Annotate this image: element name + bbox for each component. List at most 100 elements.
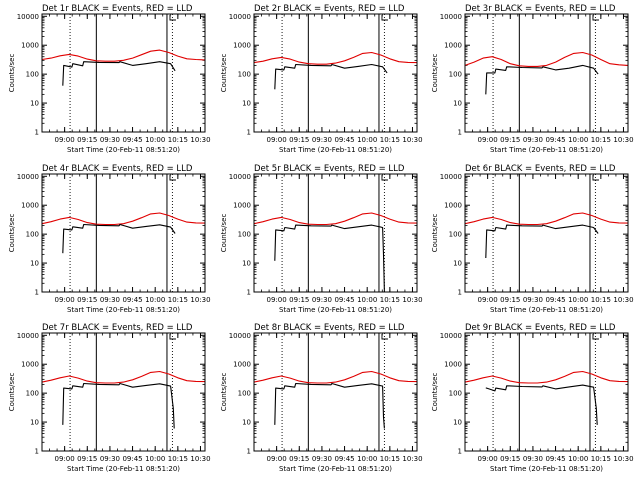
interval-bracket	[169, 15, 176, 21]
x-tick-label: 09:15	[500, 455, 520, 463]
x-tick-label: 10:15	[380, 296, 400, 304]
interval-bracket	[592, 175, 599, 181]
y-tick-label: 10	[453, 100, 462, 108]
x-tick-label: 09:15	[77, 455, 97, 463]
y-axis-label: Counts/sec	[220, 373, 228, 412]
y-axis-label: Counts/sec	[431, 214, 439, 253]
interval-bracket	[381, 334, 388, 340]
y-tick-label: 100	[238, 390, 251, 398]
x-axis-label: Start Time (20-Feb-11 08:51:20)	[490, 146, 603, 154]
x-tick-label: 09:30	[312, 455, 332, 463]
y-tick-label: 100	[26, 390, 39, 398]
series-line-events	[62, 61, 176, 86]
y-tick-label: 1000	[233, 42, 251, 50]
y-tick-label: 10	[453, 260, 462, 268]
y-tick-label: 10	[30, 260, 39, 268]
series-line-lld	[464, 370, 629, 384]
panel-3: Det 3r BLACK = Events, RED = LLD Counts/s…	[431, 4, 634, 154]
panel-title: Det 5r BLACK = Events, RED = LLD	[254, 164, 405, 174]
x-tick-label: 10:00	[357, 296, 377, 304]
x-tick-label: 10:30	[190, 296, 210, 304]
interval-bracket	[381, 175, 388, 181]
y-axis-label: Counts/sec	[431, 54, 439, 93]
panel-title: Det 8r BLACK = Events, RED = LLD	[254, 323, 405, 333]
x-tick-label: 09:00	[267, 136, 287, 144]
x-tick-label: 10:15	[591, 136, 611, 144]
y-tick-label: 10000	[229, 173, 251, 181]
series-line-events	[62, 223, 176, 254]
y-axis-label: Counts/sec	[8, 373, 16, 412]
x-tick-label: 09:00	[55, 136, 75, 144]
plot-frame	[41, 173, 206, 293]
x-tick-label: 10:15	[168, 296, 188, 304]
x-tick-label: 09:45	[122, 455, 142, 463]
x-tick-label: 10:15	[591, 455, 611, 463]
y-tick-label: 10000	[229, 13, 251, 21]
x-tick-label: 10:00	[568, 455, 588, 463]
series-line-events	[274, 382, 385, 429]
x-tick-label: 10:15	[168, 136, 188, 144]
panel-6: Det 6r BLACK = Events, RED = LLD Counts/s…	[431, 164, 634, 314]
y-tick-label: 10000	[440, 332, 462, 340]
panel-1: Det 1r BLACK = Events, RED = LLD Counts/s…	[8, 4, 211, 154]
x-tick-label: 09:30	[100, 455, 120, 463]
y-axis-label: Counts/sec	[8, 214, 16, 253]
panel-title: Det 6r BLACK = Events, RED = LLD	[465, 164, 616, 174]
panel-title: Det 2r BLACK = Events, RED = LLD	[254, 4, 405, 14]
x-axis-label: Start Time (20-Feb-11 08:51:20)	[490, 306, 603, 314]
x-tick-label: 10:15	[380, 455, 400, 463]
series-line-lld	[41, 212, 206, 226]
y-tick-label: 100	[26, 231, 39, 239]
x-tick-label: 09:45	[334, 136, 354, 144]
x-tick-label: 09:30	[523, 455, 543, 463]
x-tick-label: 09:00	[55, 455, 75, 463]
x-tick-label: 10:00	[145, 296, 165, 304]
x-tick-label: 09:45	[122, 296, 142, 304]
y-tick-label: 10000	[17, 173, 39, 181]
x-tick-label: 10:30	[613, 296, 633, 304]
x-tick-label: 10:30	[402, 455, 422, 463]
y-tick-label: 1000	[233, 361, 251, 369]
series-line-lld	[253, 370, 418, 384]
x-tick-label: 09:30	[312, 296, 332, 304]
plot-frame	[464, 13, 629, 133]
panel-9: Det 9r BLACK = Events, RED = LLD Counts/s…	[431, 323, 634, 473]
panel-title: Det 3r BLACK = Events, RED = LLD	[465, 4, 616, 14]
x-tick-label: 09:00	[267, 296, 287, 304]
x-tick-label: 09:45	[334, 296, 354, 304]
y-tick-label: 10	[30, 100, 39, 108]
interval-bracket	[381, 15, 388, 21]
x-axis-label: Start Time (20-Feb-11 08:51:20)	[279, 306, 392, 314]
y-tick-label: 1	[458, 289, 462, 297]
y-tick-label: 10	[30, 419, 39, 427]
panel-title: Det 1r BLACK = Events, RED = LLD	[42, 4, 193, 14]
series-line-lld	[253, 51, 418, 65]
series-line-lld	[41, 49, 206, 62]
panel-title: Det 9r BLACK = Events, RED = LLD	[465, 323, 616, 333]
x-tick-label: 09:45	[122, 136, 142, 144]
y-tick-label: 1000	[21, 42, 39, 50]
y-tick-label: 1000	[444, 42, 462, 50]
x-tick-label: 09:00	[478, 296, 498, 304]
x-tick-label: 09:15	[77, 136, 97, 144]
series-line-lld	[253, 212, 418, 226]
interval-bracket	[169, 334, 176, 340]
x-tick-label: 09:15	[500, 296, 520, 304]
plot-frame	[464, 332, 629, 452]
x-tick-label: 09:00	[267, 455, 287, 463]
y-tick-label: 1	[458, 129, 462, 137]
x-tick-label: 10:30	[402, 136, 422, 144]
x-tick-label: 10:30	[190, 136, 210, 144]
x-tick-label: 09:00	[55, 296, 75, 304]
y-tick-label: 10	[242, 419, 251, 427]
y-axis-label: Counts/sec	[220, 214, 228, 253]
plot-frame	[253, 173, 418, 293]
x-tick-label: 10:30	[613, 136, 633, 144]
x-tick-label: 09:30	[523, 296, 543, 304]
series-line-events	[62, 382, 175, 429]
x-tick-label: 10:30	[402, 296, 422, 304]
y-axis-label: Counts/sec	[220, 54, 228, 93]
panel-title: Det 4r BLACK = Events, RED = LLD	[42, 164, 193, 174]
y-tick-label: 100	[449, 390, 462, 398]
